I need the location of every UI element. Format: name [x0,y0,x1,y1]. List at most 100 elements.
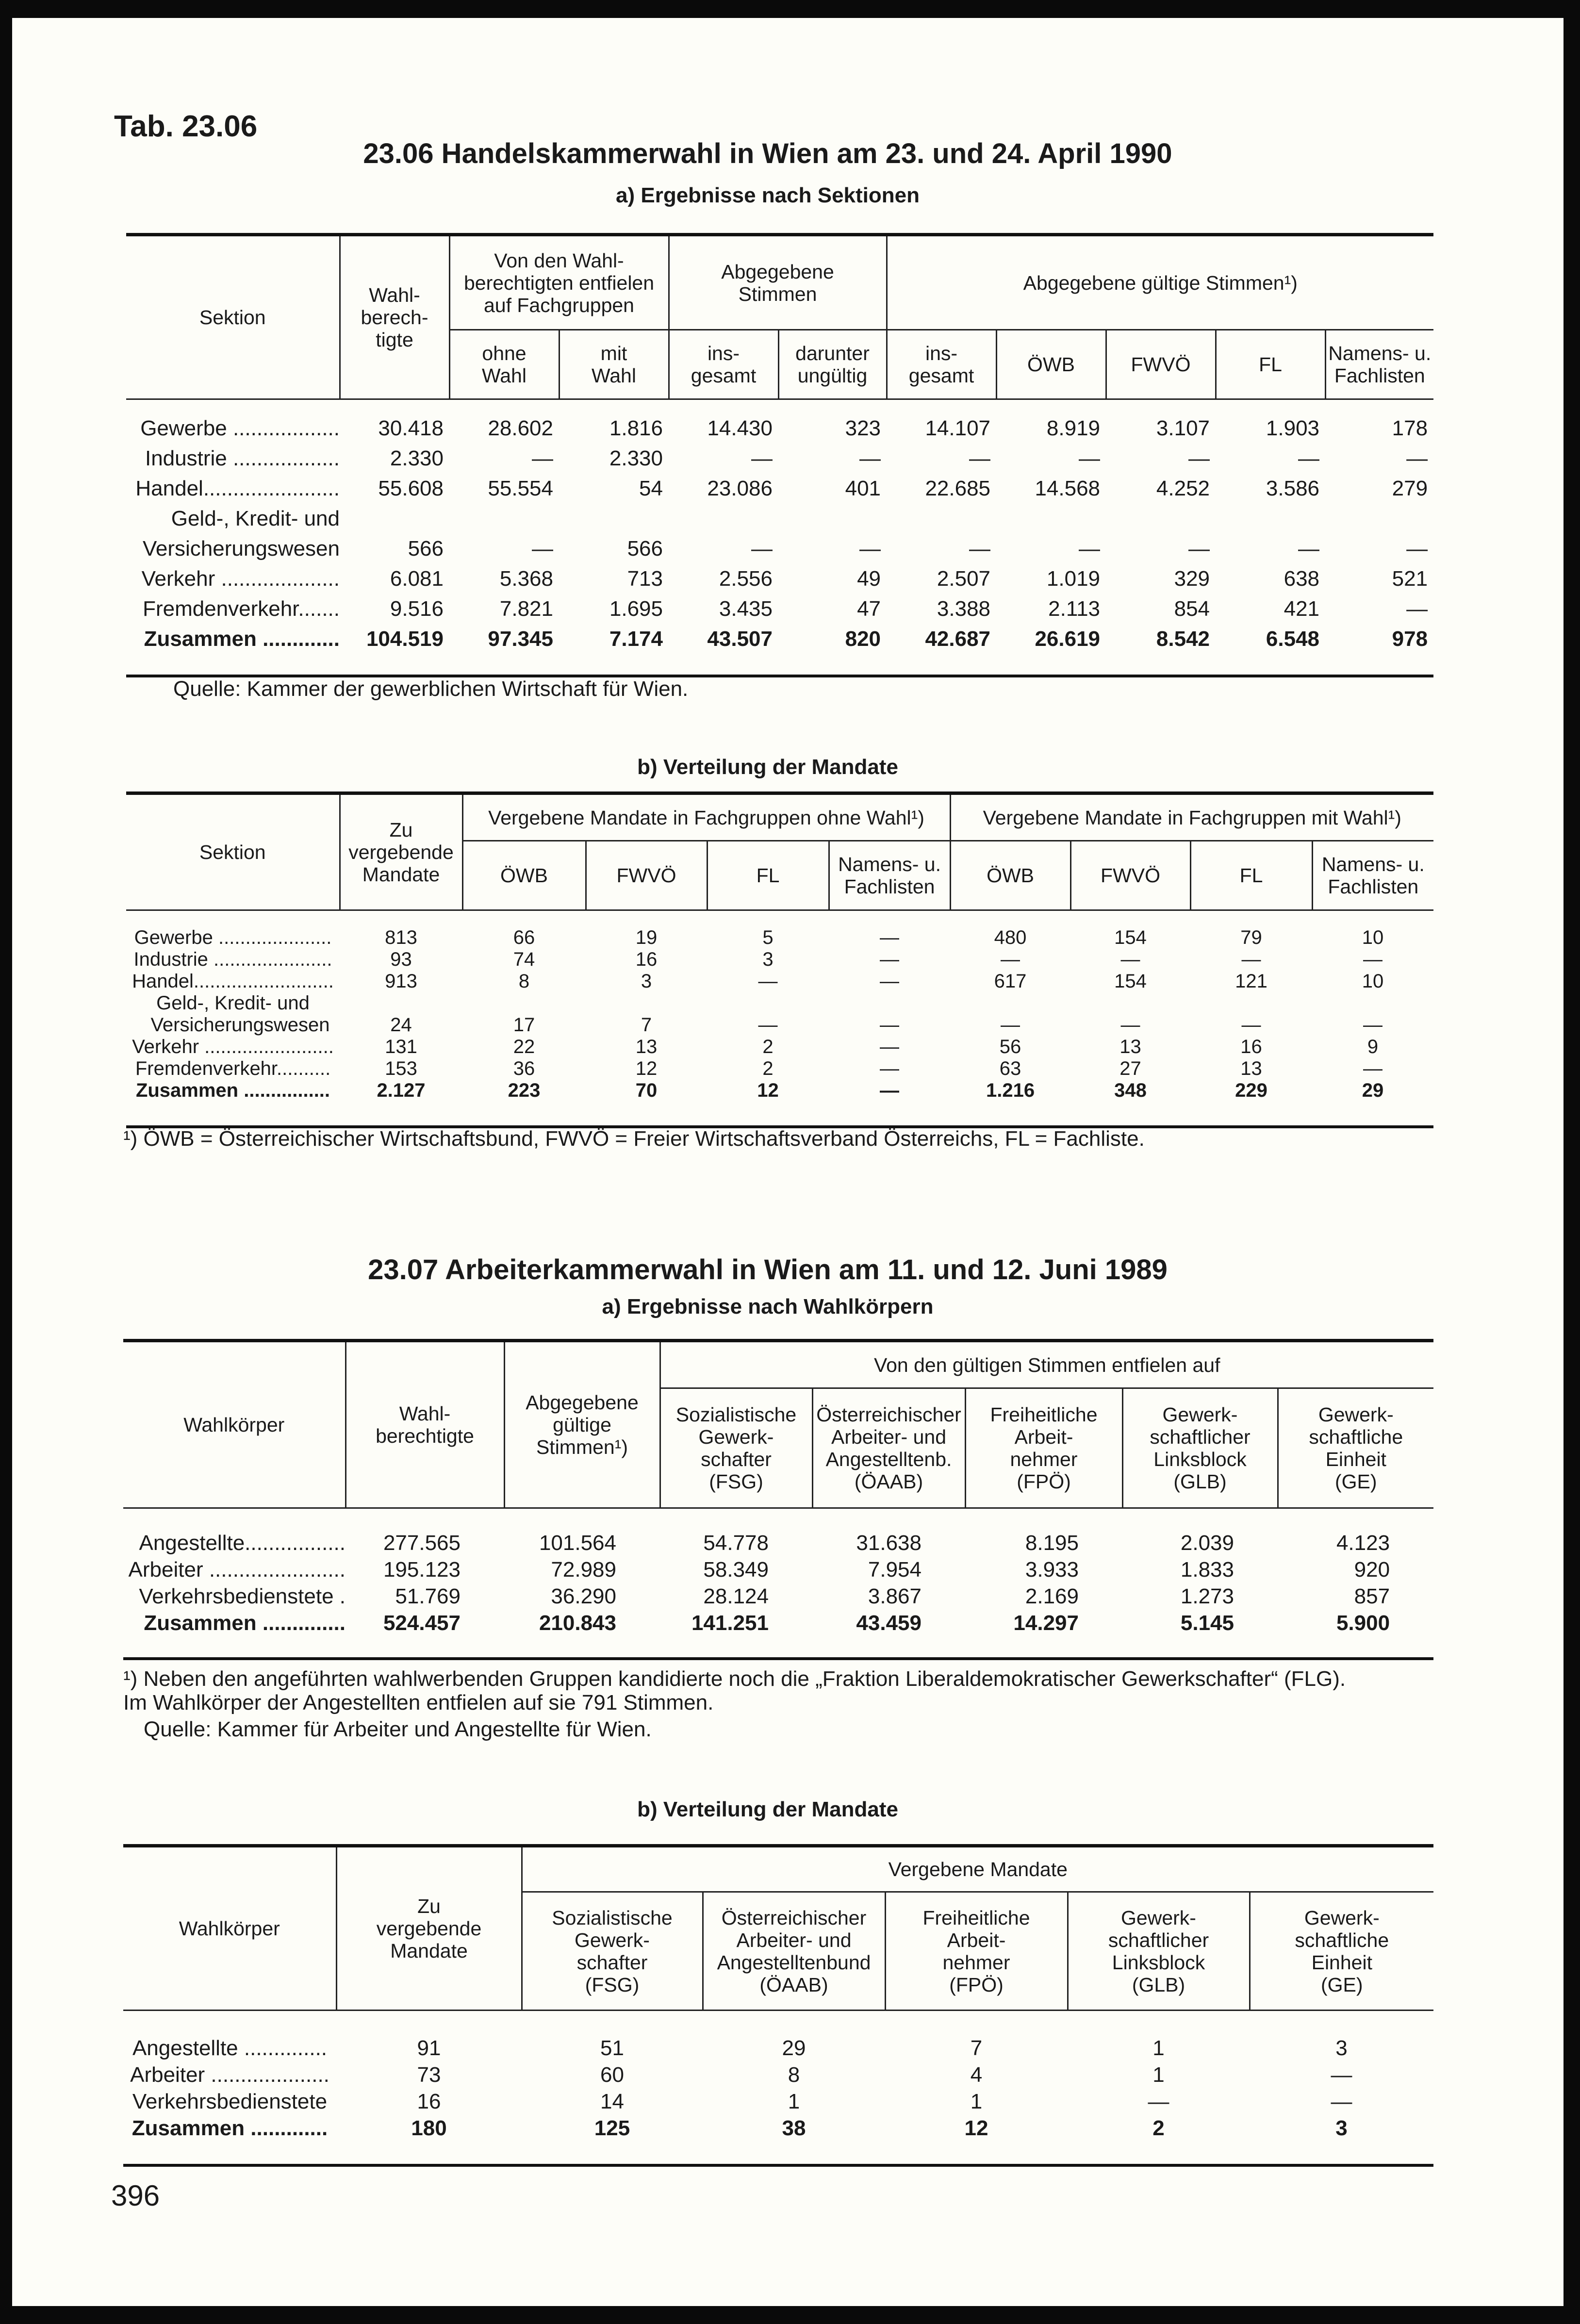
header-wahlkoerper: Wahlkörper [123,1340,346,1509]
spacer-cell [123,2011,1433,2035]
value-cell: 16 [635,949,658,970]
header-ohne-wahl: ohne Wahl [448,330,559,400]
results-by-section-table: Sektion Wahl- berech- tigte Von den Wahl… [126,233,1434,677]
row-label: Verkehr .................... [141,567,340,591]
header-vergebene-mandate: Vergebene Mandate [521,1846,1434,1893]
value-cell: 70 [635,1080,658,1101]
header-fsg: Sozialistische Gewerk- schafter (FSG) [659,1388,812,1509]
header-gueltige-stimmen: Abgegebene gültige Stimmen¹) [886,234,1434,330]
value-cell: 29 [782,2036,806,2060]
value-cell: 10 [1362,971,1384,992]
header-namenslisten: Namens- u. Fachlisten [1311,841,1434,911]
value-cell [340,504,449,534]
value-cell: 54 [639,477,663,500]
value-cell [1312,992,1433,1014]
value-cell: 28.124 [703,1584,769,1608]
subtitle-ergebnisse-sektionen: a) Ergebnisse nach Sektionen [616,183,920,207]
value-cell: 1.903 [1266,416,1320,440]
value-cell [887,504,996,534]
value-cell: 22 [513,1036,535,1057]
value-cell: 638 [1284,567,1320,591]
total-row: Zusammen ............. 180 125 38 12 2 3 [123,2115,1433,2142]
value-cell: — [880,927,900,948]
value-cell: 131 [385,1036,417,1057]
row-label: Handel.......................... [132,971,334,992]
row-spacer [123,1636,1433,1659]
value-cell: 2 [1152,2116,1165,2140]
table-row: Gewerbe ..................... 813 66 19 5 — 48… [126,927,1433,949]
row-label: Arbeiter .................... [130,2062,329,2087]
value-cell: 2.169 [1025,1584,1079,1608]
value-cell: 121 [1235,971,1267,992]
value-cell: 920 [1354,1557,1390,1582]
row-spacer [123,1508,1433,1530]
value-cell: 2.127 [377,1080,426,1101]
value-cell: 820 [845,627,881,651]
header-ge: Gewerk- schaftliche Einheit (GE) [1249,1892,1434,2011]
subtitle-verteilung-mandate: b) Verteilung der Mandate [637,755,898,779]
value-cell: — [1120,949,1140,970]
table-row: Angestellte................. 277.565 101.5… [123,1530,1433,1556]
value-cell [559,504,669,534]
header-fwvoe: FWVÖ [1070,841,1191,911]
row-label: Gewerbe .................. [140,416,340,440]
value-cell: 125 [594,2116,630,2140]
header-glb: Gewerk- schaftlicher Linksblock (GLB) [1121,1388,1278,1509]
subtitle-ergebnisse-wahlkoerper: a) Ergebnisse nach Wahlkörpern [602,1295,934,1319]
value-cell: 93 [390,949,412,970]
subtitle-verteilung-mandate: b) Verteilung der Mandate [637,1797,898,1821]
value-cell: — [880,1058,900,1079]
value-cell: 104.519 [366,627,444,651]
row-label: Verkehr ........................ [132,1036,334,1057]
value-cell: — [1363,1058,1383,1079]
value-cell: 51 [600,2036,624,2060]
value-cell: 401 [845,477,881,500]
header-fachgruppen: Von den Wahl- berechtigten entfielen auf… [448,234,669,330]
value-cell: — [1188,446,1210,470]
table-row: Angestellte .............. 91 51 29 7 1 3 [123,2035,1433,2061]
value-cell: 7.821 [499,597,553,621]
spacer-cell [126,1102,1433,1127]
row-spacer [123,2142,1433,2165]
value-cell: 2.330 [390,446,444,470]
value-cell: 3.107 [1156,416,1210,440]
value-cell: 210.843 [539,1611,616,1635]
row-label: Arbeiter ....................... [128,1557,346,1582]
value-cell: 8.919 [1046,416,1101,440]
value-cell [1325,504,1433,534]
value-cell: — [532,446,553,470]
value-cell: 55.608 [378,477,444,500]
value-cell: 1 [788,2089,800,2113]
value-cell: 4.252 [1156,477,1210,500]
value-cell: — [1241,949,1261,970]
row-label: Zusammen ............. [144,627,340,651]
value-cell: 617 [994,971,1027,992]
header-insgesamt-gueltig: ins- gesamt [886,330,997,400]
value-cell: — [969,537,991,560]
row-label: Versicherungswesen [150,1014,330,1036]
value-cell: 329 [1174,567,1210,591]
value-cell: 66 [513,927,535,948]
value-cell: 13 [635,1036,658,1057]
value-cell [1070,992,1190,1014]
value-cell: 73 [417,2062,441,2087]
header-fwvoe: FWVÖ [585,841,707,911]
header-abgegebene-stimmen: Abgegebene gültige Stimmen¹) [503,1340,660,1509]
value-cell: — [1406,597,1428,621]
value-cell: 3.933 [1025,1557,1079,1582]
value-cell: 43.459 [856,1611,922,1635]
header-oewb: ÖWB [949,841,1071,911]
table-row: Verkehrsbedienstete 16 14 1 1 — — [123,2088,1433,2115]
row-label: Geld-, Kredit- und [171,507,340,530]
header-wahlkoerper: Wahlkörper [123,1846,336,2011]
value-cell: — [1001,1014,1020,1036]
value-cell: — [1079,446,1101,470]
page-number: 396 [111,2179,160,2212]
value-cell: 1.273 [1180,1584,1234,1608]
table-label: Tab. 23.06 [114,110,258,143]
header-insgesamt: ins- gesamt [668,330,778,400]
row-spacer [126,399,1433,414]
header-ohne-wahl: Vergebene Mandate in Fachgruppen ohne Wa… [461,793,951,841]
value-cell: 17 [513,1014,535,1036]
table-row: Arbeiter .................... 73 60 8 4 1 — [123,2061,1433,2088]
